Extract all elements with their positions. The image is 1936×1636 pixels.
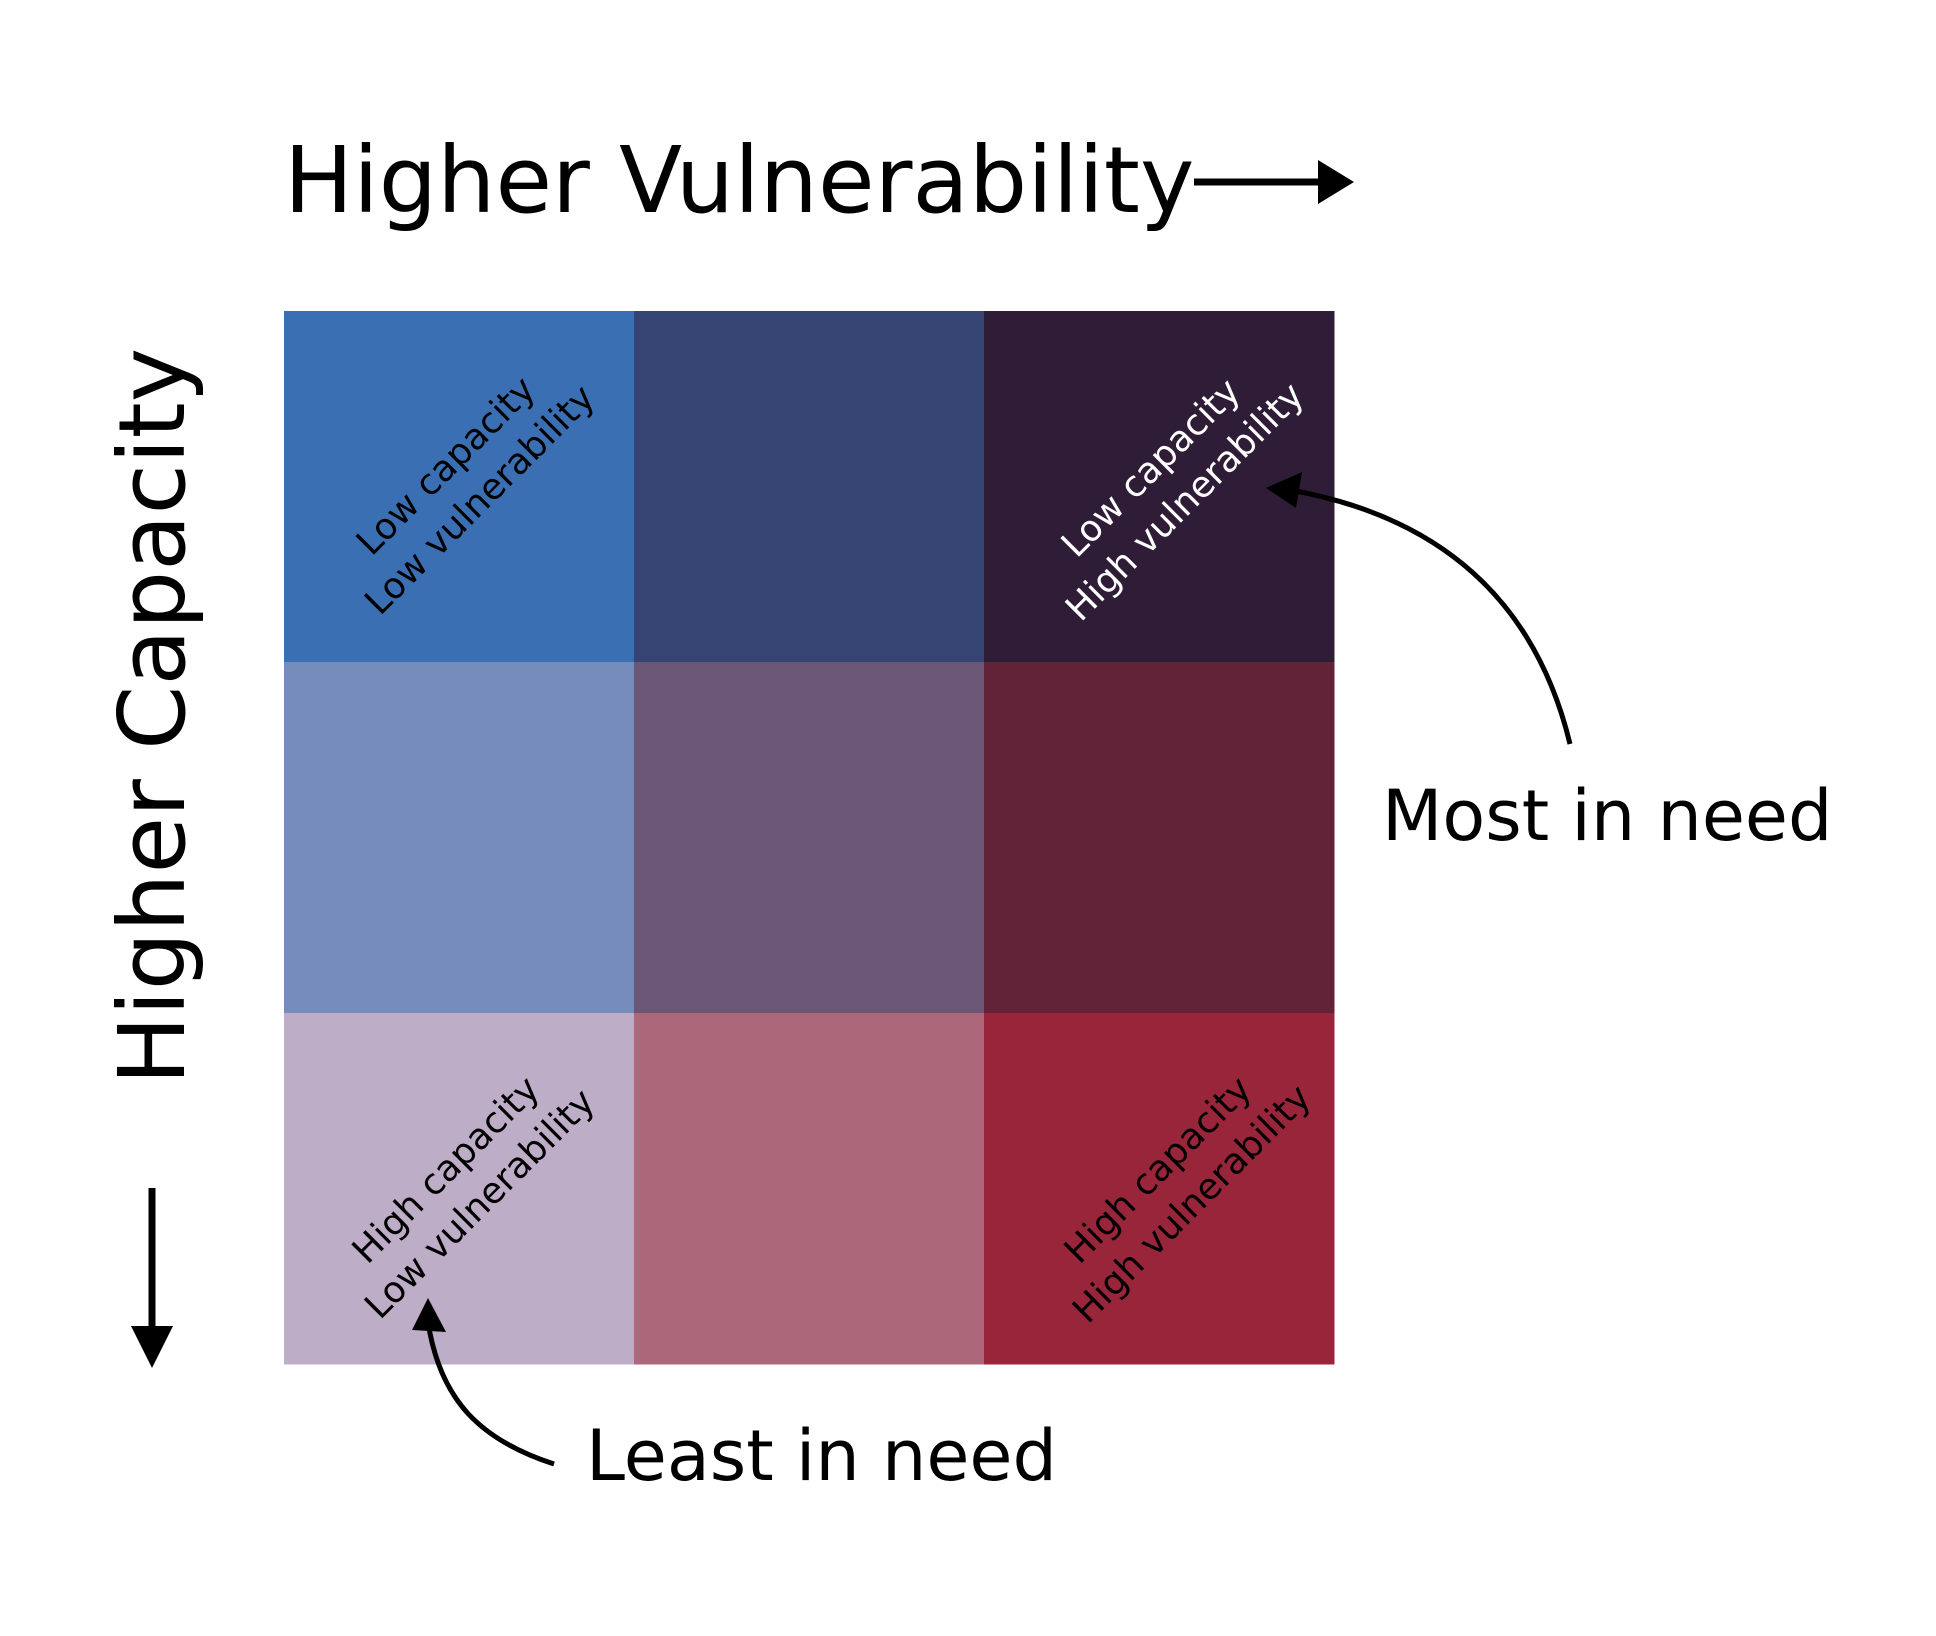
least-in-need-arrowhead-icon bbox=[412, 1298, 446, 1332]
x-axis-arrow-icon bbox=[1194, 160, 1354, 204]
grid-cell-bottom-center bbox=[634, 1013, 985, 1365]
grid-cell-middle-center bbox=[634, 662, 985, 1014]
most-in-need-arrowhead-icon bbox=[1266, 472, 1302, 508]
bivariate-grid bbox=[284, 311, 1335, 1365]
grid-cell-bottom-right bbox=[984, 1013, 1335, 1365]
most-in-need-label: Most in need bbox=[1382, 775, 1832, 857]
most-in-need-arrow-icon bbox=[1289, 487, 1573, 745]
y-axis-title: Higher Capacity bbox=[99, 348, 206, 1085]
grid-cell-top-left bbox=[284, 311, 635, 663]
y-axis-arrow-icon bbox=[131, 1188, 173, 1368]
grid-cell-bottom-left bbox=[284, 1013, 635, 1365]
grid-cell-top-center bbox=[634, 311, 985, 663]
grid-cell-middle-right bbox=[984, 662, 1335, 1014]
least-in-need-arrow-icon bbox=[425, 1321, 555, 1467]
grid-cell-middle-left bbox=[284, 662, 635, 1014]
least-in-need-label: Least in need bbox=[586, 1415, 1057, 1497]
x-axis-title: Higher Vulnerability bbox=[284, 127, 1194, 234]
